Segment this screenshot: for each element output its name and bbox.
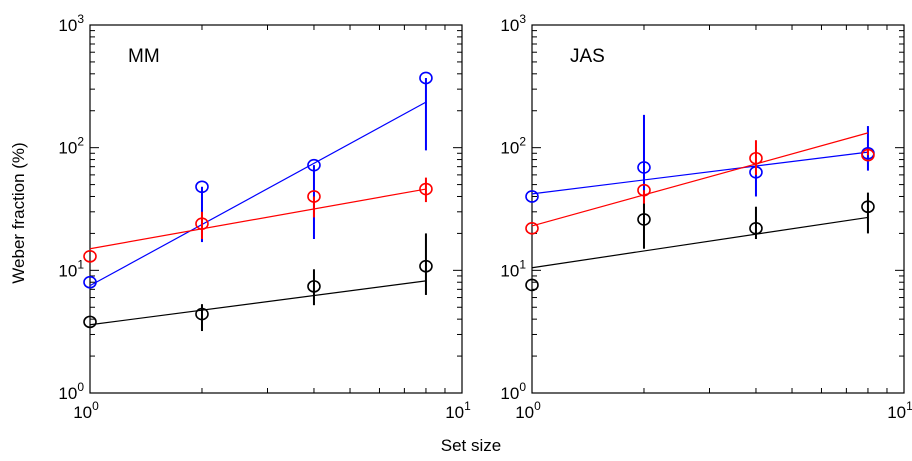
x-tick-label: 100 xyxy=(515,399,541,422)
fit-line xyxy=(89,280,427,326)
data-point xyxy=(419,71,433,85)
y-tick-label: 103 xyxy=(58,12,84,35)
y-tick-label: 101 xyxy=(500,257,526,280)
fit-line xyxy=(89,188,427,250)
y-tick-exponent: 0 xyxy=(519,380,526,394)
fit-line xyxy=(531,132,869,227)
y-tick-exponent: 1 xyxy=(519,257,526,271)
data-point xyxy=(637,213,651,226)
data-point xyxy=(419,259,433,273)
data-point xyxy=(861,200,875,214)
data-point xyxy=(195,307,209,321)
y-tick-exponent: 1 xyxy=(77,257,84,271)
y-tick-label: 100 xyxy=(58,380,84,403)
x-tick-label: 101 xyxy=(445,399,471,422)
x-tick-label: 100 xyxy=(73,399,99,422)
data-point xyxy=(307,158,321,172)
x-tick-base: 10 xyxy=(887,403,906,422)
x-axis-label: Set size xyxy=(441,436,501,455)
data-point xyxy=(637,183,651,197)
y-tick-label: 103 xyxy=(500,12,526,35)
x-tick-label: 101 xyxy=(887,399,912,422)
fit-line xyxy=(89,101,427,287)
data-point xyxy=(83,250,97,263)
y-tick-exponent: 2 xyxy=(77,135,84,149)
data-point xyxy=(195,217,209,230)
y-tick-label: 102 xyxy=(58,135,84,158)
x-tick-base: 10 xyxy=(515,403,534,422)
panel-title: MM xyxy=(128,46,160,67)
plot-frame xyxy=(89,24,463,394)
y-tick-exponent: 3 xyxy=(519,12,526,26)
plot-frame xyxy=(531,24,905,394)
y-tick-base: 10 xyxy=(500,16,519,35)
y-tick-base: 10 xyxy=(58,16,77,35)
data-point xyxy=(525,278,539,292)
y-tick-exponent: 3 xyxy=(77,12,84,26)
data-point xyxy=(195,180,209,194)
data-point xyxy=(525,190,539,203)
x-tick-exponent: 0 xyxy=(92,399,99,413)
y-tick-exponent: 2 xyxy=(519,135,526,149)
data-point xyxy=(307,280,321,293)
y-axis-label: Weber fraction (%) xyxy=(9,142,28,283)
x-tick-exponent: 0 xyxy=(534,399,541,413)
x-tick-base: 10 xyxy=(445,403,464,422)
y-tick-base: 10 xyxy=(58,261,77,280)
data-point xyxy=(83,315,97,329)
y-tick-label: 100 xyxy=(500,380,526,403)
y-tick-base: 10 xyxy=(500,139,519,158)
panel-title: JAS xyxy=(570,46,605,67)
y-tick-label: 101 xyxy=(58,257,84,280)
fit-line xyxy=(531,151,869,195)
y-tick-exponent: 0 xyxy=(77,380,84,394)
y-tick-base: 10 xyxy=(58,384,77,403)
data-point xyxy=(525,222,539,235)
data-point xyxy=(861,148,875,162)
y-tick-label: 102 xyxy=(500,135,526,158)
data-point xyxy=(307,190,321,203)
data-point xyxy=(749,151,763,165)
y-tick-base: 10 xyxy=(500,384,519,403)
data-point xyxy=(83,275,97,289)
data-point xyxy=(419,182,433,196)
x-tick-base: 10 xyxy=(73,403,92,422)
x-tick-exponent: 1 xyxy=(906,399,912,413)
y-tick-base: 10 xyxy=(58,139,77,158)
data-point xyxy=(637,161,651,174)
data-point xyxy=(749,222,763,235)
y-tick-base: 10 xyxy=(500,261,519,280)
fit-line xyxy=(531,216,869,269)
x-tick-exponent: 1 xyxy=(464,399,471,413)
